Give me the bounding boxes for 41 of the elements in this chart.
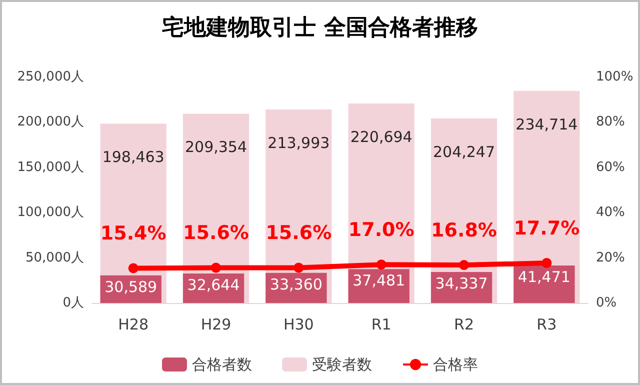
data-label: 15.6% (266, 222, 332, 244)
data-label: 41,471 (518, 268, 570, 286)
y-tick-label: 150,000人 (17, 160, 84, 175)
x-tick-label: R1 (371, 316, 392, 334)
data-label: 198,463 (102, 148, 164, 166)
legend-label: 合格率 (433, 356, 478, 374)
data-label: 234,714 (516, 115, 578, 134)
x-tick-label: H28 (118, 316, 149, 334)
y-tick-label: 100,000人 (17, 205, 84, 220)
data-label: 220,694 (350, 128, 412, 146)
data-label: 37,481 (352, 272, 406, 290)
data-label: 33,360 (270, 275, 322, 294)
data-label: 15.6% (183, 222, 249, 244)
data-label: 30,589 (104, 278, 158, 296)
x-tick-label: R2 (454, 316, 474, 334)
y-tick-label: 200,000人 (17, 114, 84, 130)
y2-tick-label: 0% (596, 296, 617, 310)
legend-label: 受験者数 (312, 356, 372, 374)
y2-tick-label: 40% (596, 205, 625, 220)
chart-title: 宅地建物取引士 全国合格者推移 (162, 14, 478, 40)
y2-tick-label: 60% (596, 160, 625, 175)
data-label: 17.7% (514, 218, 580, 240)
y-tick-label: 0人 (62, 296, 84, 310)
y-tick-label: 250,000人 (17, 70, 84, 84)
data-label: 17.0% (348, 219, 414, 242)
data-label: 34,337 (435, 274, 488, 292)
bar (514, 266, 575, 303)
legend-label: 合格者数 (192, 356, 252, 374)
data-label: 16.8% (431, 220, 497, 242)
y2-tick-label: 20% (596, 250, 625, 266)
data-label: 32,644 (187, 276, 240, 294)
data-label: 209,354 (184, 138, 248, 156)
x-tick-label: R3 (536, 316, 557, 334)
y-tick-label: 50,000人 (26, 250, 84, 266)
y2-tick-label: 100% (596, 70, 634, 84)
data-label: 213,993 (268, 134, 330, 152)
y2-tick-label: 80% (596, 114, 625, 130)
x-tick-label: H29 (200, 316, 232, 334)
data-label: 15.4% (100, 222, 166, 245)
x-tick-label: H30 (283, 316, 314, 334)
data-label: 204,247 (432, 142, 496, 161)
